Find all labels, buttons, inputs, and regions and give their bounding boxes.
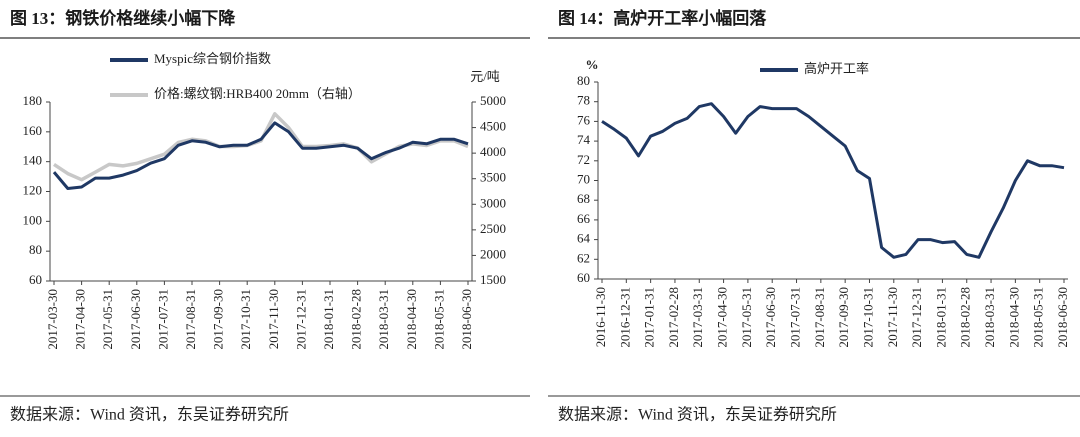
series-line <box>52 121 469 190</box>
x-tick-label: 2018-04-30 <box>1006 287 1021 348</box>
x-tick-label: 2017-04-30 <box>73 289 88 350</box>
y-tick-label: 70 <box>577 171 590 186</box>
x-tick-label: 2018-04-30 <box>404 289 419 350</box>
x-tick-label: 2017-06-30 <box>128 289 143 350</box>
y-tick-label: 80 <box>29 242 42 257</box>
y2-tick-label: 1500 <box>480 272 506 287</box>
x-tick-label: 2017-08-31 <box>812 287 827 348</box>
y2-tick-label: 2500 <box>480 221 506 236</box>
y-tick-label: 60 <box>577 270 590 285</box>
x-tick-label: 2016-11-30 <box>593 287 608 347</box>
y-tick-label: 100 <box>23 212 43 227</box>
x-tick-label: 2017-07-31 <box>788 287 803 348</box>
legend-label: 价格:螺纹钢:HRB400 20mm（右轴） <box>154 86 361 101</box>
unit-label: % <box>586 57 599 72</box>
legend-label: 高炉开工率 <box>804 61 869 76</box>
x-tick-label: 2018-02-28 <box>349 289 364 350</box>
x-tick-label: 2017-10-31 <box>860 287 875 348</box>
x-tick-label: 2018-06-30 <box>459 289 474 350</box>
figure-title: 图 14：高炉开工率小幅回落 <box>558 8 767 28</box>
y2-tick-label: 5000 <box>480 93 506 108</box>
y-tick-label: 74 <box>577 132 591 147</box>
x-tick-label: 2017-11-30 <box>266 289 281 349</box>
y-tick-label: 160 <box>23 123 43 138</box>
x-tick-label: 2017-12-31 <box>293 289 308 350</box>
y-tick-label: 80 <box>577 73 590 88</box>
figure-title: 图 13：钢铁价格继续小幅下降 <box>10 8 236 28</box>
y2-tick-label: 4500 <box>480 119 506 134</box>
y-tick-label: 64 <box>577 231 591 246</box>
x-tick-label: 2018-05-31 <box>1031 287 1046 348</box>
x-tick-label: 2017-03-31 <box>690 287 705 348</box>
x-tick-label: 2017-06-30 <box>763 287 778 348</box>
y-tick-label: 78 <box>577 93 590 108</box>
y-tick-label: 140 <box>23 153 43 168</box>
x-tick-label: 2018-03-31 <box>376 289 391 350</box>
y-tick-label: 76 <box>577 112 591 127</box>
y-tick-label: 72 <box>577 152 590 167</box>
y-tick-label: 60 <box>29 272 42 287</box>
y2-tick-label: 3000 <box>480 195 506 210</box>
x-tick-label: 2017-01-31 <box>642 287 657 348</box>
unit-label: 元/吨 <box>470 69 500 84</box>
x-tick-label: 2018-02-28 <box>958 287 973 348</box>
y2-tick-label: 3500 <box>480 170 506 185</box>
x-tick-label: 2016-12-31 <box>617 287 632 348</box>
x-tick-label: 2018-01-31 <box>933 287 948 348</box>
x-tick-label: 2017-04-30 <box>715 287 730 348</box>
series-line <box>601 102 1065 259</box>
y2-tick-label: 2000 <box>480 246 506 261</box>
y-tick-label: 180 <box>23 93 43 108</box>
x-tick-label: 2017-09-30 <box>211 289 226 350</box>
y2-tick-label: 4000 <box>480 144 506 159</box>
x-tick-label: 2018-01-31 <box>321 289 336 350</box>
legend-label: Myspic综合钢价指数 <box>154 51 271 66</box>
y-tick-label: 120 <box>23 182 43 197</box>
x-tick-label: 2018-05-31 <box>431 289 446 350</box>
source-note: 数据来源：Wind 资讯，东吴证券研究所 <box>558 406 837 424</box>
x-tick-label: 2017-05-31 <box>739 287 754 348</box>
x-tick-label: 2017-12-31 <box>909 287 924 348</box>
x-tick-label: 2017-07-31 <box>155 289 170 350</box>
x-tick-label: 2017-05-31 <box>100 289 115 350</box>
x-tick-label: 2018-03-31 <box>982 287 997 348</box>
x-tick-label: 2018-06-30 <box>1055 287 1070 348</box>
x-tick-label: 2017-11-30 <box>885 287 900 347</box>
x-tick-label: 2017-08-31 <box>183 289 198 350</box>
y-tick-label: 68 <box>577 191 590 206</box>
y-tick-label: 66 <box>577 211 591 226</box>
x-tick-label: 2017-10-31 <box>238 289 253 350</box>
x-tick-label: 2017-03-30 <box>45 289 60 350</box>
x-tick-label: 2017-02-28 <box>666 287 681 348</box>
y-tick-label: 62 <box>577 250 590 265</box>
source-note: 数据来源：Wind 资讯，东吴证券研究所 <box>10 406 289 424</box>
x-tick-label: 2017-09-30 <box>836 287 851 348</box>
